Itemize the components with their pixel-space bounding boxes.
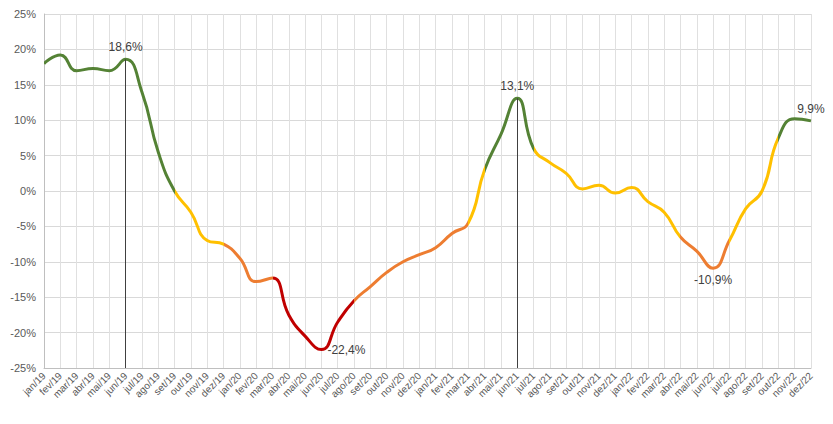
svg-text:mar/20: mar/20 [246,370,277,400]
svg-text:dez/20: dez/20 [394,370,424,400]
svg-text:mar/21: mar/21 [442,370,473,400]
svg-text:mai/22: mai/22 [671,370,701,400]
svg-text:fev/22: fev/22 [624,370,652,398]
svg-text:abr/19: abr/19 [69,370,97,398]
svg-text:fev/21: fev/21 [428,370,456,398]
svg-text:mar/19: mar/19 [50,370,81,400]
svg-text:jul/22: jul/22 [708,370,734,395]
svg-text:15%: 15% [14,79,36,91]
svg-text:set/21: set/21 [543,370,571,398]
svg-text:25%: 25% [14,8,36,20]
svg-text:fev/19: fev/19 [37,370,65,398]
svg-text:jan/22: jan/22 [608,370,636,398]
svg-text:9,9%: 9,9% [797,102,825,116]
svg-text:5%: 5% [20,150,36,162]
svg-text:set/20: set/20 [347,370,375,398]
svg-text:dez/19: dez/19 [198,370,228,400]
svg-text:jun/19: jun/19 [102,370,130,398]
svg-text:jan/21: jan/21 [412,370,440,398]
svg-text:18,6%: 18,6% [109,40,143,54]
svg-text:jun/22: jun/22 [689,370,717,398]
svg-text:mai/19: mai/19 [84,370,114,400]
svg-text:-20%: -20% [10,327,36,339]
svg-text:-5%: -5% [16,220,36,232]
svg-text:mar/22: mar/22 [638,370,668,400]
svg-text:jul/19: jul/19 [121,370,146,395]
svg-text:jul/20: jul/20 [317,370,342,395]
svg-text:fev/20: fev/20 [233,370,260,398]
svg-text:-10%: -10% [10,256,36,268]
svg-text:ago/22: ago/22 [720,370,750,400]
svg-text:nov/22: nov/22 [769,370,799,400]
svg-text:jul/21: jul/21 [512,370,538,395]
svg-text:jun/21: jun/21 [494,370,522,398]
svg-text:dez/22: dez/22 [786,370,815,399]
svg-text:nov/21: nov/21 [573,370,603,400]
svg-text:jan/19: jan/19 [20,370,48,398]
svg-text:jan/20: jan/20 [216,370,244,398]
svg-text:ago/19: ago/19 [132,370,163,400]
svg-text:0%: 0% [20,185,36,197]
svg-text:mai/20: mai/20 [280,370,309,400]
svg-text:set/19: set/19 [151,370,179,398]
svg-text:mai/21: mai/21 [475,370,505,400]
svg-text:out/21: out/21 [559,370,587,398]
svg-text:ago/20: ago/20 [328,370,358,400]
svg-text:20%: 20% [14,43,36,55]
svg-text:nov/19: nov/19 [182,370,212,400]
svg-text:13,1%: 13,1% [500,79,534,93]
svg-text:abr/20: abr/20 [264,370,293,398]
svg-text:-10,9%: -10,9% [694,273,732,287]
svg-text:abr/22: abr/22 [656,370,685,398]
svg-text:set/22: set/22 [738,370,766,398]
svg-text:-25%: -25% [10,362,36,374]
svg-text:dez/21: dez/21 [590,370,620,400]
svg-text:nov/20: nov/20 [377,370,407,400]
svg-text:10%: 10% [14,114,36,126]
svg-text:-15%: -15% [10,291,36,303]
svg-text:abr/21: abr/21 [460,370,489,398]
svg-text:out/22: out/22 [754,370,783,398]
svg-text:out/19: out/19 [167,370,195,398]
svg-text:out/20: out/20 [363,370,391,398]
svg-text:ago/21: ago/21 [524,370,554,400]
svg-text:-22,4%: -22,4% [327,343,365,357]
svg-text:jun/20: jun/20 [298,370,326,398]
